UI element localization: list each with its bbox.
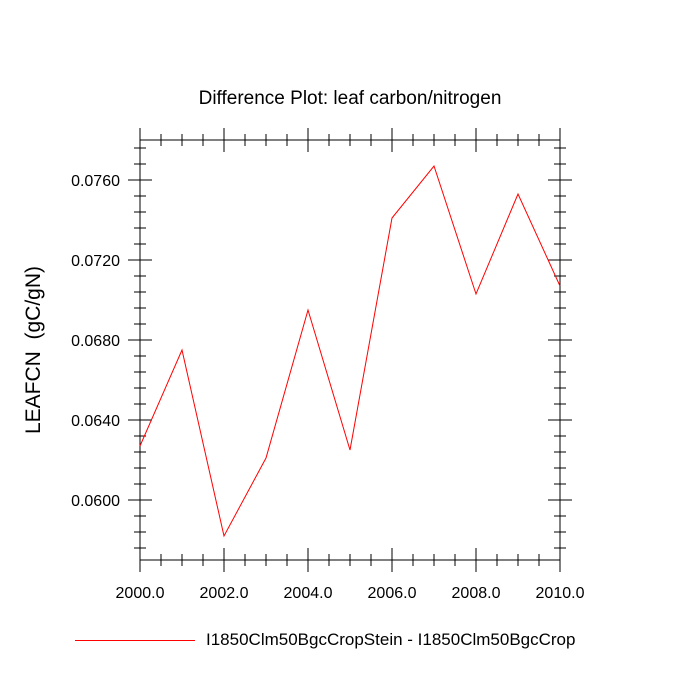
y-tick-label: 0.0600 bbox=[71, 493, 120, 510]
y-tick-label: 0.0720 bbox=[71, 253, 120, 270]
plot-frame bbox=[139, 139, 561, 561]
x-tick-label: 2000.0 bbox=[116, 585, 165, 602]
x-tick-label: 2006.0 bbox=[368, 585, 417, 602]
x-tick-label: 2010.0 bbox=[536, 585, 585, 602]
x-tick-label: 2004.0 bbox=[284, 585, 333, 602]
y-tick-label: 0.0640 bbox=[71, 413, 120, 430]
legend-label: I1850Clm50BgcCropStein - I1850Clm50BgcCr… bbox=[206, 630, 576, 649]
x-tick-label: 2002.0 bbox=[200, 585, 249, 602]
tick-labels: 2000.0 2002.0 2004.0 2006.0 2008.0 2010.0 0.06… bbox=[71, 173, 585, 602]
chart-title: Difference Plot: leaf carbon/nitrogen bbox=[198, 88, 502, 109]
legend: I1850Clm50BgcCropStein - I1850Clm50BgcCr… bbox=[75, 629, 675, 653]
y-axis-label: LEAFCN (gC/gN) bbox=[22, 266, 45, 434]
series-line bbox=[139, 164, 561, 538]
series-layer bbox=[139, 164, 561, 538]
x-tick-label: 2008.0 bbox=[452, 585, 501, 602]
legend-line-swatch bbox=[75, 640, 195, 641]
y-tick-label: 0.0760 bbox=[71, 173, 120, 190]
tick-marks bbox=[128, 128, 572, 572]
y-tick-label: 0.0680 bbox=[71, 333, 120, 350]
